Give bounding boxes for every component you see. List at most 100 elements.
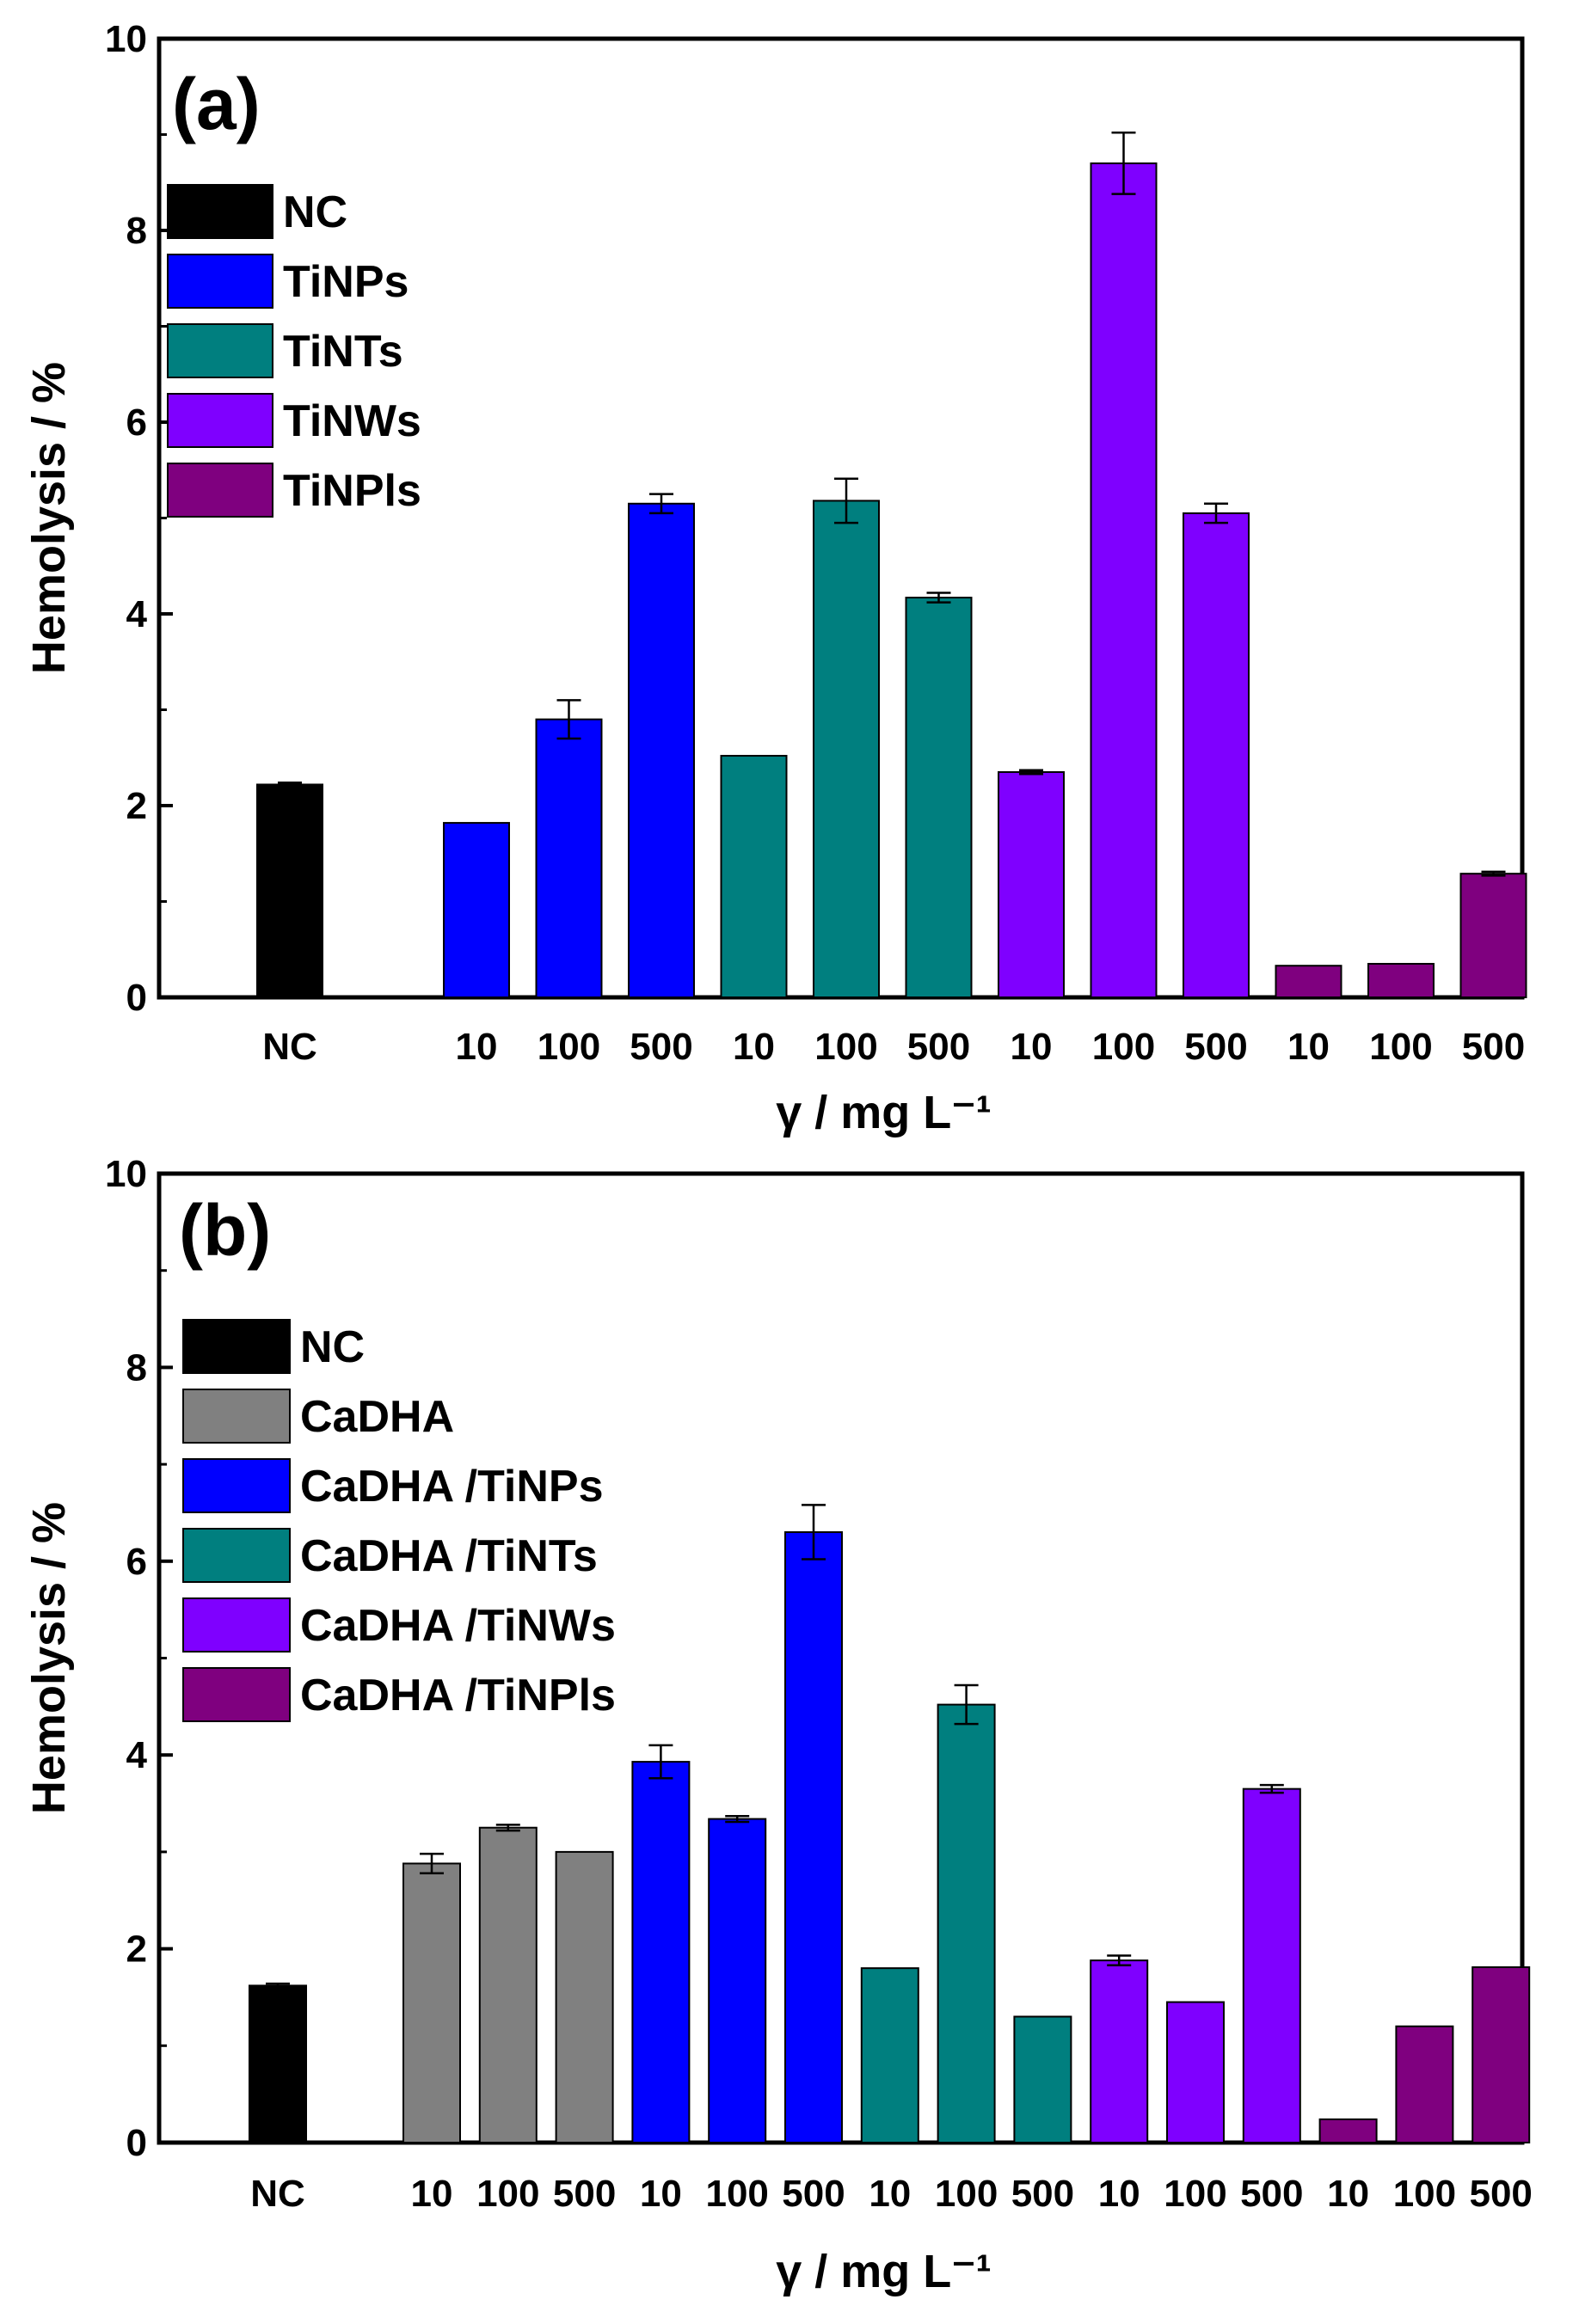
legend-swatch: [182, 1319, 291, 1374]
x-tick-label: 10: [1327, 2173, 1369, 2215]
legend-label: TiNPls: [283, 466, 421, 516]
panel-b: 0 2 4 6 8 10 Hemolysis / % γ / mg L⁻¹ (b) NC NC: …: [23, 1153, 1533, 2297]
bar: CaDHA /TiNWs 10: 1.88: [1090, 1959, 1149, 2144]
legend-label: NC: [283, 187, 347, 237]
legend-label: TiNPs: [283, 257, 409, 307]
x-tick-label: 500: [1462, 1026, 1525, 1068]
x-tick-label: 10: [456, 1026, 498, 1068]
legend-swatch: [182, 1528, 291, 1583]
x-tick-label: 100: [1092, 1026, 1155, 1068]
legend-swatch: [167, 254, 273, 309]
bar: TiNTs 100: 5.18: [813, 500, 880, 998]
legend-label: CaDHA /TiNPs: [300, 1462, 604, 1512]
bar: CaDHA 10: 2.88: [402, 1862, 461, 2144]
legend-swatch: [167, 393, 273, 448]
panel-a: 0 2 4 6 8 10 Hemolysis / % γ / mg L⁻¹ (a) NC NC: …: [23, 18, 1527, 1138]
bar: CaDHA /TiNPls 500: 1.81: [1471, 1966, 1531, 2143]
legend-swatch: [182, 1458, 291, 1513]
bar: TiNPls 10: 0.33: [1275, 965, 1342, 998]
x-tick-label: NC: [262, 1026, 317, 1068]
panel-label: (b): [179, 1190, 271, 1271]
bar: TiNPs 100: 2.9: [535, 718, 603, 999]
x-axis-title: γ / mg L⁻¹: [776, 1087, 992, 1138]
bar: CaDHA /TiNPls 10: 0.24: [1318, 2118, 1378, 2143]
bar: TiNPls 500: 1.29: [1459, 873, 1527, 998]
bar: NC NC: 1.62: [249, 1984, 307, 2144]
y-tick-label: 2: [126, 1928, 147, 1971]
legend-swatch: [182, 1667, 291, 1722]
x-tick-label: 10: [733, 1026, 775, 1068]
x-tick-label: 100: [538, 1026, 600, 1068]
bar: TiNPs 500: 5.15: [628, 502, 695, 998]
bar: CaDHA /TiNTs 500: 1.3: [1013, 2015, 1072, 2143]
bar: CaDHA /TiNPls 100: 1.2: [1395, 2025, 1454, 2144]
y-tick-label: 10: [105, 18, 147, 60]
legend-swatch: [167, 323, 273, 378]
legend-label: TiNWs: [283, 396, 421, 446]
legend-label: NC: [300, 1322, 365, 1372]
y-axis-title: Hemolysis / %: [23, 1502, 75, 1814]
x-tick-label: 500: [1469, 2173, 1532, 2215]
x-tick-label: 100: [1369, 1026, 1432, 1068]
bar: TiNPls 100: 0.35: [1367, 962, 1435, 998]
bar: CaDHA /TiNWs 500: 3.65: [1242, 1787, 1301, 2144]
bar: CaDHA /TiNPs 500: 6.3: [784, 1530, 843, 2143]
x-tick-label: 100: [476, 2173, 539, 2215]
x-tick-label: 500: [907, 1026, 970, 1068]
legend-swatch: [182, 1597, 291, 1653]
legend-swatch: [167, 184, 273, 239]
x-tick-label: 500: [782, 2173, 845, 2215]
x-tick-label: 10: [869, 2173, 911, 2215]
y-tick-label: 8: [126, 210, 147, 252]
legend-label: CaDHA /TiNTs: [300, 1531, 598, 1581]
x-tick-label: NC: [250, 2173, 305, 2215]
bar: NC NC: 2.22: [256, 783, 323, 998]
x-tick-label: 100: [1164, 2173, 1226, 2215]
legend-swatch: [167, 463, 273, 518]
x-tick-label: 500: [553, 2173, 616, 2215]
bar: CaDHA /TiNTs 10: 1.8: [860, 1967, 919, 2143]
y-tick-label: 6: [126, 1541, 147, 1583]
x-axis-title: γ / mg L⁻¹: [776, 2246, 992, 2297]
x-tick-label: 500: [1011, 2173, 1074, 2215]
x-tick-label: 500: [630, 1026, 692, 1068]
bar: CaDHA 100: 3.25: [478, 1826, 538, 2144]
y-tick-label: 10: [105, 1153, 147, 1195]
legend-label: TiNTs: [283, 327, 403, 377]
bar: TiNWs 100: 8.7: [1090, 162, 1158, 998]
y-axis-title: Hemolysis / %: [23, 362, 75, 674]
x-tick-label: 100: [1393, 2173, 1456, 2215]
x-tick-label: 10: [640, 2173, 682, 2215]
bar: CaDHA /TiNPs 10: 3.93: [631, 1761, 691, 2144]
bar: TiNTs 10: 2.52: [720, 755, 788, 999]
x-tick-label: 500: [1240, 2173, 1303, 2215]
y-tick-label: 4: [126, 593, 148, 635]
x-tick-label: 10: [1287, 1026, 1330, 1068]
x-tick-label: 500: [1184, 1026, 1247, 1068]
bar: CaDHA 500: 3: [555, 1850, 614, 2143]
y-tick-label: 0: [126, 977, 147, 1019]
x-tick-label: 10: [411, 2173, 453, 2215]
bar: CaDHA /TiNTs 100: 4.52: [937, 1703, 996, 2143]
bar: CaDHA /TiNWs 100: 1.45: [1166, 2001, 1225, 2143]
legend-label: CaDHA: [300, 1392, 454, 1442]
bar: TiNWs 10: 2.35: [998, 770, 1065, 998]
x-tick-label: 100: [935, 2173, 998, 2215]
x-tick-label: 10: [1011, 1026, 1053, 1068]
x-tick-label: 10: [1098, 2173, 1140, 2215]
bar: TiNPs 10: 1.82: [443, 822, 510, 998]
y-tick-label: 2: [126, 785, 147, 827]
y-tick-label: 8: [126, 1346, 147, 1389]
legend-label: CaDHA /TiNPls: [300, 1671, 616, 1720]
bar: CaDHA /TiNPs 100: 3.34: [708, 1818, 767, 2144]
y-tick-label: 0: [126, 2122, 147, 2164]
legend-swatch: [182, 1389, 291, 1444]
bar: TiNWs 500: 5.05: [1183, 512, 1250, 998]
bar: TiNTs 500: 4.17: [905, 597, 973, 998]
y-tick-label: 4: [126, 1734, 148, 1776]
x-tick-label: 100: [705, 2173, 768, 2215]
panel-label: (a): [172, 64, 261, 144]
legend-label: CaDHA /TiNWs: [300, 1601, 616, 1651]
x-tick-label: 100: [814, 1026, 877, 1068]
